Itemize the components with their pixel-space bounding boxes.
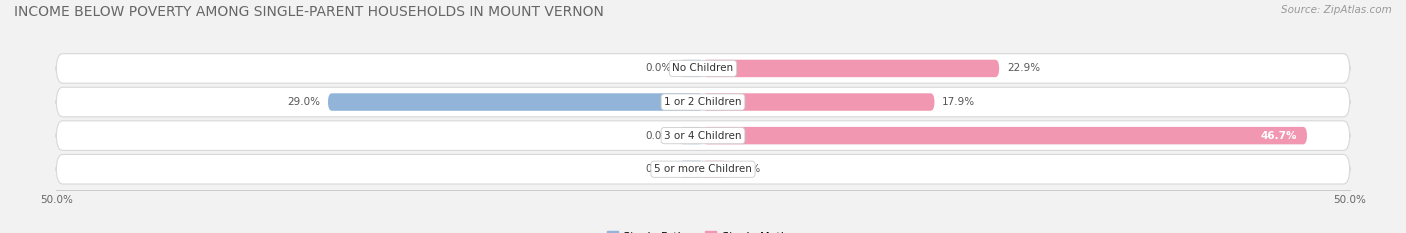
Text: INCOME BELOW POVERTY AMONG SINGLE-PARENT HOUSEHOLDS IN MOUNT VERNON: INCOME BELOW POVERTY AMONG SINGLE-PARENT… xyxy=(14,5,605,19)
Text: Source: ZipAtlas.com: Source: ZipAtlas.com xyxy=(1281,5,1392,15)
Text: 0.0%: 0.0% xyxy=(734,164,761,174)
FancyBboxPatch shape xyxy=(56,154,1350,184)
FancyBboxPatch shape xyxy=(703,93,935,111)
Text: 0.0%: 0.0% xyxy=(645,164,672,174)
Legend: Single Father, Single Mother: Single Father, Single Mother xyxy=(602,227,804,233)
Text: 22.9%: 22.9% xyxy=(1007,63,1040,73)
Text: 29.0%: 29.0% xyxy=(287,97,321,107)
FancyBboxPatch shape xyxy=(703,60,1000,77)
FancyBboxPatch shape xyxy=(703,127,1308,144)
Text: No Children: No Children xyxy=(672,63,734,73)
FancyBboxPatch shape xyxy=(328,93,703,111)
Text: 1 or 2 Children: 1 or 2 Children xyxy=(664,97,742,107)
FancyBboxPatch shape xyxy=(679,127,703,144)
FancyBboxPatch shape xyxy=(56,87,1350,117)
Text: 46.7%: 46.7% xyxy=(1260,131,1296,141)
Text: 3 or 4 Children: 3 or 4 Children xyxy=(664,131,742,141)
FancyBboxPatch shape xyxy=(679,60,703,77)
Text: 0.0%: 0.0% xyxy=(645,131,672,141)
Text: 17.9%: 17.9% xyxy=(942,97,976,107)
Text: 0.0%: 0.0% xyxy=(645,63,672,73)
Text: 5 or more Children: 5 or more Children xyxy=(654,164,752,174)
FancyBboxPatch shape xyxy=(703,161,727,178)
FancyBboxPatch shape xyxy=(56,121,1350,151)
FancyBboxPatch shape xyxy=(56,54,1350,83)
FancyBboxPatch shape xyxy=(679,161,703,178)
